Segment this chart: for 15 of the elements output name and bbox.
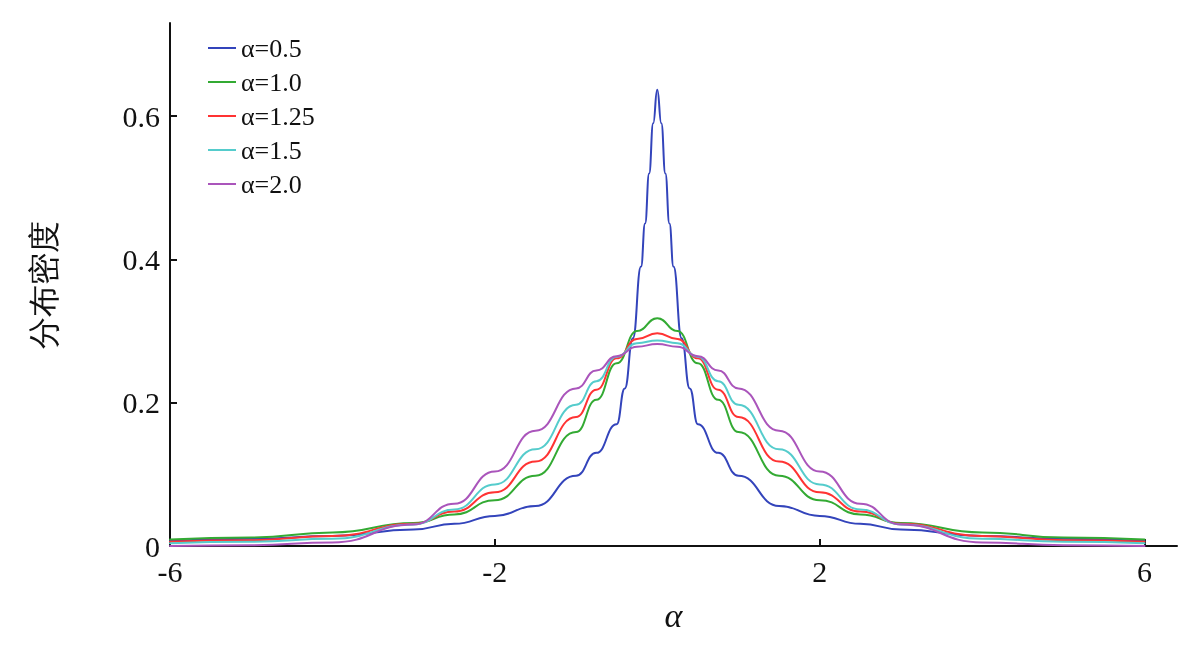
legend-label: α=1.0 [241, 67, 302, 97]
y-tick-label: 0.2 [122, 386, 160, 420]
x-tick-label: -6 [157, 554, 183, 588]
legend-label: α=1.5 [241, 135, 302, 165]
y-tick-label: 0.6 [122, 99, 160, 133]
legend-label: α=0.5 [241, 33, 302, 63]
y-tick-label: 0 [145, 529, 160, 563]
x-tick-label: 6 [1137, 554, 1153, 588]
legend-label: α=1.25 [241, 101, 315, 131]
x-tick-label: -2 [482, 554, 508, 588]
y-axis-title: 分布密度 [26, 220, 62, 349]
legend-label: α=2.0 [241, 169, 302, 199]
y-tick-label: 0.4 [122, 242, 160, 276]
x-axis-title: α [664, 596, 684, 634]
x-tick-label: 2 [812, 554, 828, 588]
